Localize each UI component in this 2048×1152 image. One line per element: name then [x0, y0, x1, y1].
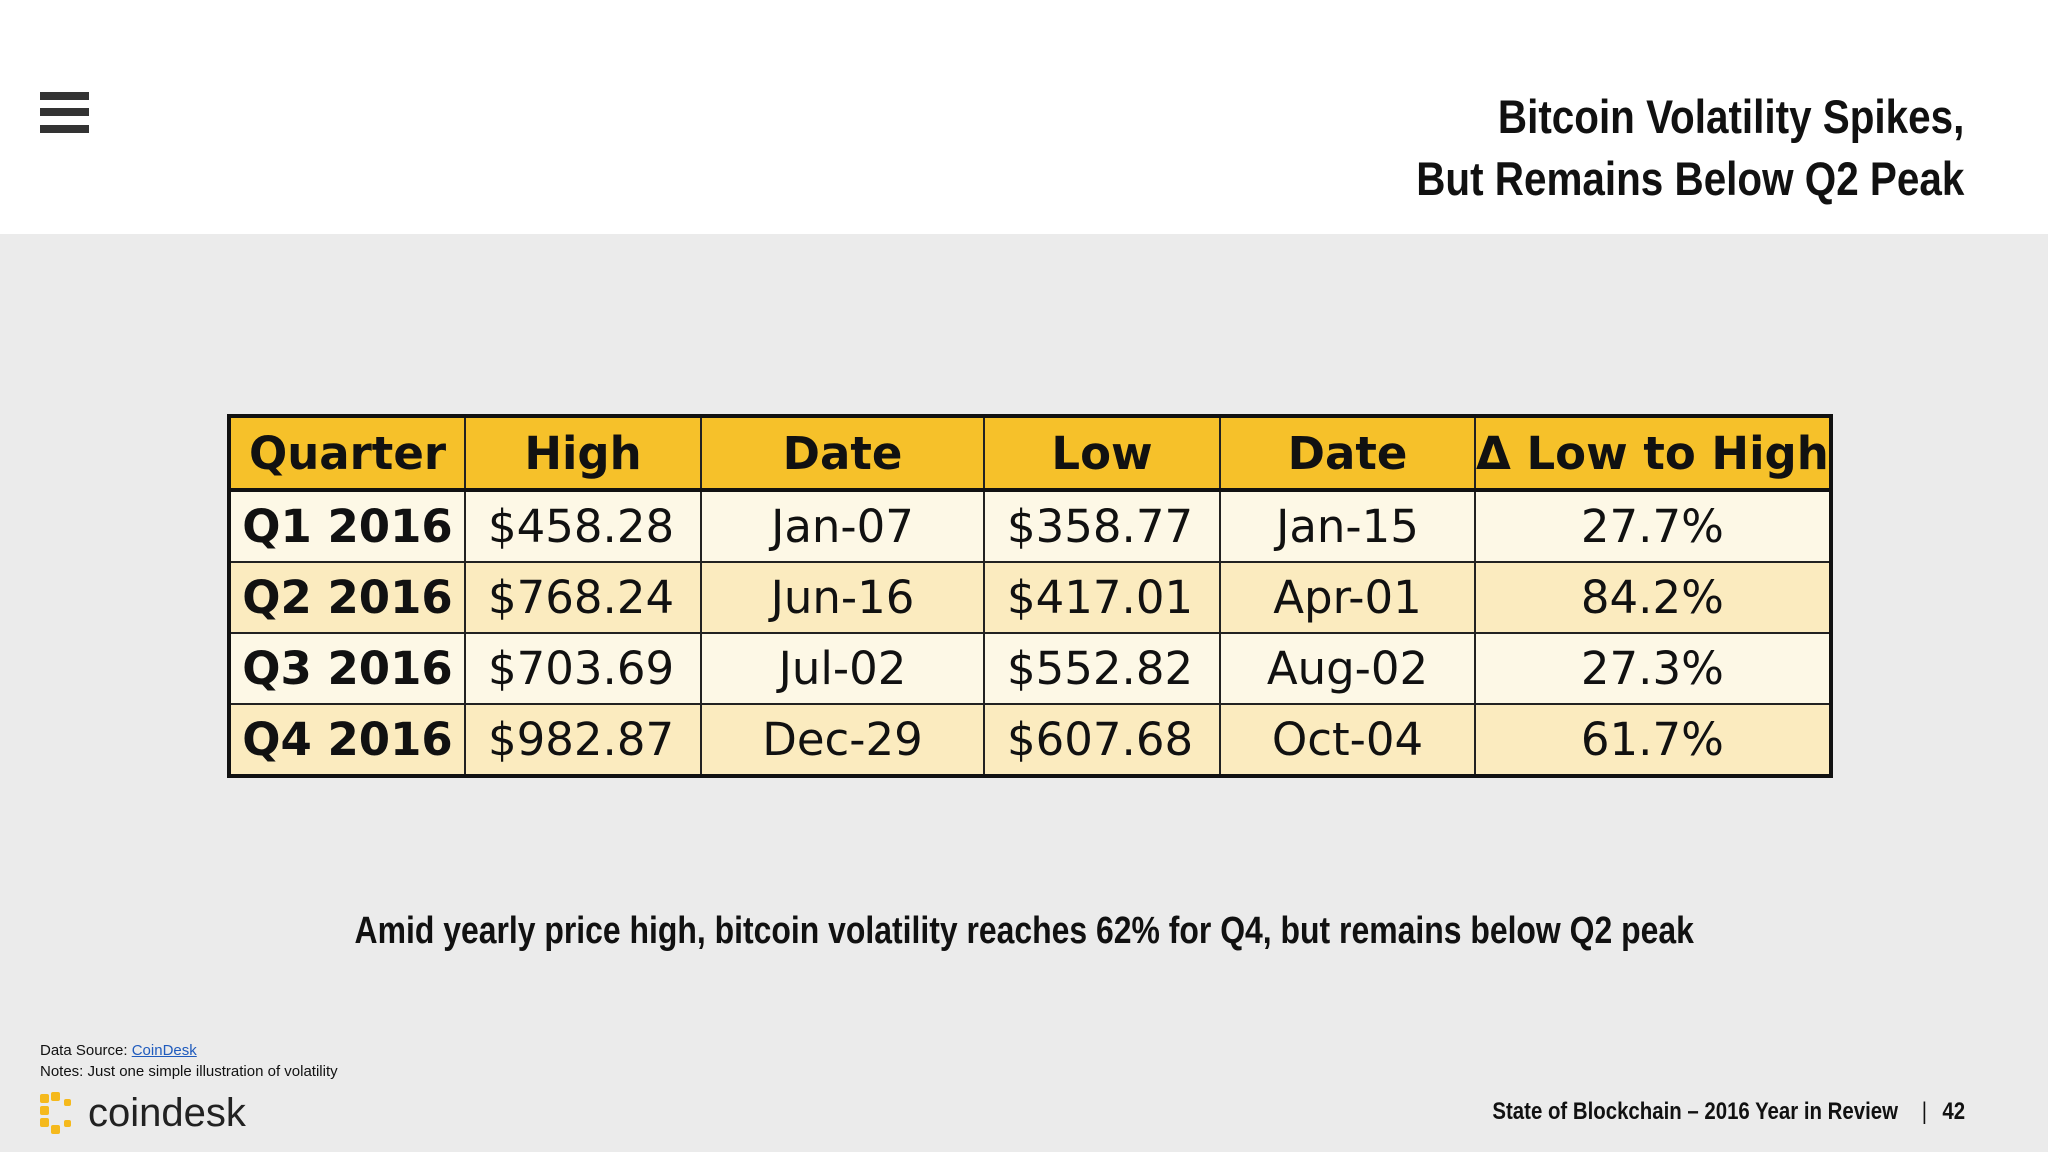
- notes-line: Notes: Just one simple illustration of v…: [40, 1063, 338, 1080]
- cell-delta: 27.3%: [1474, 632, 1832, 705]
- slide-footer: State of Blockchain – 2016 Year in Revie…: [1492, 1098, 1965, 1126]
- cell-low-date: Apr-01: [1219, 561, 1476, 634]
- cell-low-date: Oct-04: [1219, 703, 1476, 777]
- coindesk-logo-text: coindesk: [88, 1090, 246, 1135]
- cell-quarter: Q1 2016: [228, 489, 466, 563]
- cell-delta: 27.7%: [1474, 489, 1832, 563]
- cell-high: $458.28: [464, 489, 702, 563]
- hamburger-menu-icon[interactable]: [40, 92, 89, 133]
- slide-title-line-2: But Remains Below Q2 Peak: [1415, 152, 1964, 205]
- cell-delta: 61.7%: [1474, 703, 1832, 777]
- slide-subtitle-text: Amid yearly price high, bitcoin volatili…: [354, 910, 1694, 952]
- volatility-table: Quarter High Date Low Date Δ Low to High…: [227, 414, 1833, 778]
- slide-title-line-1: Bitcoin Volatility Spikes,: [1497, 90, 1964, 143]
- cell-high-date: Jun-16: [700, 561, 985, 634]
- slide-subtitle: Amid yearly price high, bitcoin volatili…: [0, 910, 2048, 953]
- cell-high: $768.24: [464, 561, 702, 634]
- column-header-low: Low: [983, 415, 1221, 492]
- cell-low: $358.77: [983, 489, 1221, 563]
- slide-header: Bitcoin Volatility Spikes, But Remains B…: [0, 0, 2048, 234]
- column-header-low-date: Date: [1219, 415, 1476, 492]
- footer-separator: |: [1921, 1098, 1928, 1125]
- cell-quarter: Q2 2016: [228, 561, 466, 634]
- cell-quarter: Q3 2016: [228, 632, 466, 705]
- table-header-row: Quarter High Date Low Date Δ Low to High: [228, 415, 1832, 492]
- table-row: Q4 2016 $982.87 Dec-29 $607.68 Oct-04 61…: [228, 703, 1832, 777]
- cell-low-date: Aug-02: [1219, 632, 1476, 705]
- cell-low: $417.01: [983, 561, 1221, 634]
- cell-high: $982.87: [464, 703, 702, 777]
- cell-high: $703.69: [464, 632, 702, 705]
- cell-high-date: Jul-02: [700, 632, 985, 705]
- column-header-delta: Δ Low to High: [1474, 415, 1832, 492]
- page-number: 42: [1942, 1098, 1965, 1125]
- volatility-table-container: Quarter High Date Low Date Δ Low to High…: [227, 414, 1833, 778]
- cell-quarter: Q4 2016: [228, 703, 466, 777]
- cell-delta: 84.2%: [1474, 561, 1832, 634]
- slide-notes: Data Source: CoinDesk Notes: Just one si…: [40, 1040, 338, 1082]
- coindesk-logo-icon: [40, 1092, 78, 1134]
- cell-high-date: Dec-29: [700, 703, 985, 777]
- data-source-label: Data Source:: [40, 1042, 132, 1059]
- data-source-link[interactable]: CoinDesk: [131, 1042, 197, 1059]
- table-row: Q3 2016 $703.69 Jul-02 $552.82 Aug-02 27…: [228, 632, 1832, 705]
- cell-low: $552.82: [983, 632, 1221, 705]
- column-header-high-date: Date: [700, 415, 985, 492]
- slide-title: Bitcoin Volatility Spikes, But Remains B…: [1416, 86, 1964, 210]
- coindesk-logo: coindesk: [40, 1090, 246, 1136]
- cell-low: $607.68: [983, 703, 1221, 777]
- report-title: State of Blockchain – 2016 Year in Revie…: [1492, 1098, 1898, 1125]
- table-row: Q2 2016 $768.24 Jun-16 $417.01 Apr-01 84…: [228, 561, 1832, 634]
- cell-high-date: Jan-07: [700, 489, 985, 563]
- table-row: Q1 2016 $458.28 Jan-07 $358.77 Jan-15 27…: [228, 489, 1832, 563]
- data-source-line: Data Source: CoinDesk: [40, 1040, 338, 1061]
- column-header-high: High: [464, 415, 702, 492]
- column-header-quarter: Quarter: [228, 415, 466, 492]
- cell-low-date: Jan-15: [1219, 489, 1476, 563]
